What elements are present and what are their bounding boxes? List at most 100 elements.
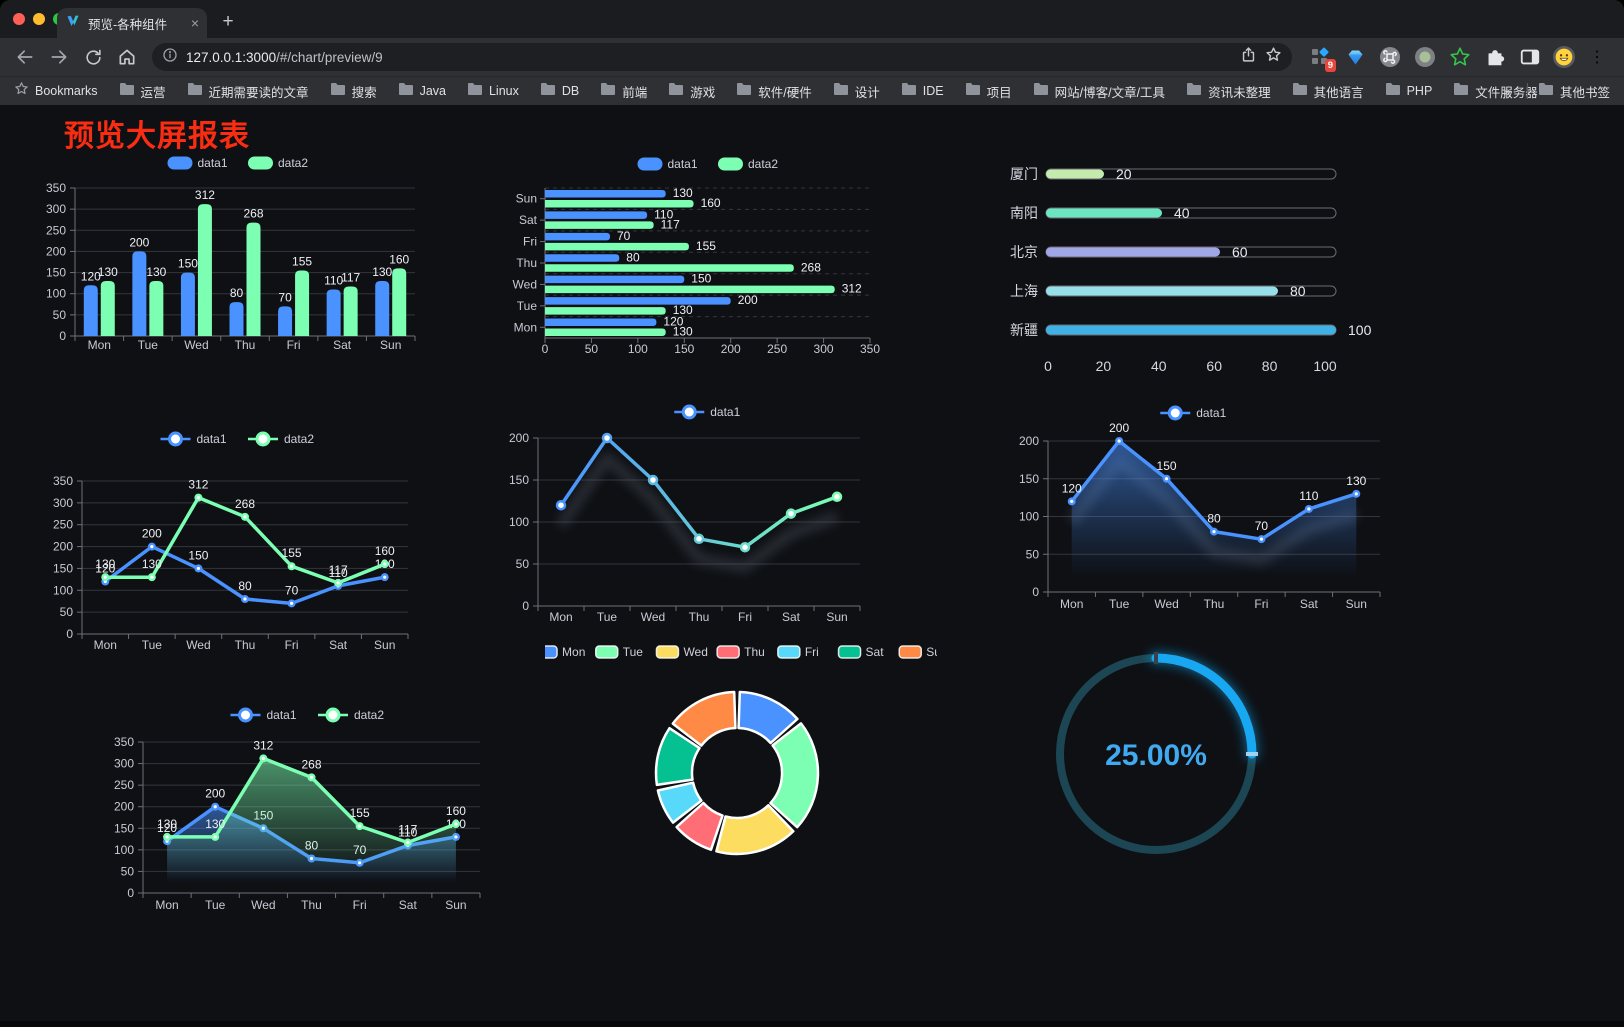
svg-text:0: 0 (59, 329, 66, 343)
folder-icon (736, 82, 752, 101)
bookmark-folder[interactable]: 文件服务器 (1453, 82, 1538, 101)
svg-text:70: 70 (285, 583, 299, 597)
progress-bar-chart[interactable]: 厦门 20 南阳 40 北京 60 上海 80 新疆 100 0 20 40 60 80 100 (990, 148, 1390, 393)
svg-text:Wed: Wed (683, 645, 707, 659)
svg-text:155: 155 (292, 254, 312, 268)
bookmarks-root[interactable]: Bookmarks (14, 81, 98, 101)
svg-text:40: 40 (1174, 205, 1190, 221)
site-info-icon[interactable] (162, 47, 178, 68)
svg-text:25.00%: 25.00% (1105, 739, 1207, 772)
url-path: /#/chart/preview/9 (276, 49, 383, 65)
close-window-button[interactable] (13, 13, 25, 25)
svg-text:120: 120 (95, 562, 115, 576)
bookmark-folder[interactable]: IDE (901, 82, 944, 101)
bookmark-star-icon[interactable] (1265, 46, 1282, 68)
svg-text:150: 150 (509, 473, 529, 487)
svg-text:60: 60 (1232, 244, 1248, 260)
area-line-chart[interactable]: 0 50 100 150 200 Mon Tue Wed Thu Fri Sat Sun 120 200 1… (1000, 395, 1392, 615)
bookmark-folder[interactable]: 设计 (833, 82, 880, 101)
tab-close-icon[interactable]: × (190, 15, 199, 31)
extension-grid-icon[interactable]: 9 (1308, 45, 1336, 72)
extension-record-icon[interactable] (1413, 45, 1437, 69)
bookmark-folder[interactable]: 前端 (600, 82, 647, 101)
svg-text:100: 100 (53, 583, 73, 597)
svg-text:Fri: Fri (285, 638, 299, 652)
donut-chart[interactable]: Mon Tue Wed Thu Fri Sat Sun (534, 635, 948, 885)
back-button[interactable] (10, 42, 40, 72)
sidebar-panel-icon[interactable] (1518, 45, 1542, 69)
share-icon[interactable] (1240, 46, 1257, 68)
url-text[interactable]: 127.0.0.1:3000/#/chart/preview/9 (186, 50, 383, 65)
svg-text:160: 160 (446, 804, 466, 818)
svg-text:Thu: Thu (516, 256, 537, 270)
bookmark-folder[interactable]: 软件/硬件 (736, 82, 812, 101)
tab-title: 预览-各种组件 (88, 17, 168, 32)
svg-text:130: 130 (673, 186, 693, 200)
svg-text:data1: data1 (197, 432, 227, 446)
bookmark-folder[interactable]: DB (540, 82, 579, 101)
gradient-line-chart[interactable]: 0 50 100 150 200 Mon Tue Wed Thu Fri Sat Sun data1 (500, 395, 920, 630)
svg-text:150: 150 (1157, 459, 1177, 473)
svg-text:50: 50 (121, 864, 135, 878)
dual-area-chart[interactable]: 0 50 100 150 200 250 300 350 Mon Tue Wed Thu Fri Sat S… (95, 665, 525, 920)
other-bookmarks-folder[interactable]: 其他书签 (1538, 82, 1610, 101)
bookmark-folder[interactable]: 近期需要读的文章 (187, 82, 309, 101)
dual-line-chart[interactable]: 0 50 100 150 200 250 300 350 Mon Tue Wed Thu Fri Sat S… (30, 425, 450, 660)
extension-star-icon[interactable] (1448, 45, 1472, 69)
svg-text:70: 70 (278, 290, 292, 304)
svg-text:150: 150 (674, 342, 694, 356)
folder-icon (1453, 82, 1469, 101)
bookmarks-overflow-button[interactable]: » (1503, 83, 1511, 99)
svg-text:130: 130 (98, 265, 118, 279)
new-tab-button[interactable]: + (222, 11, 234, 32)
svg-text:350: 350 (114, 735, 134, 749)
svg-text:data1: data1 (267, 708, 297, 722)
folder-icon (467, 82, 483, 101)
svg-text:100: 100 (628, 342, 648, 356)
bookmark-folder[interactable]: PHP (1385, 82, 1432, 101)
bookmark-folder[interactable]: 网站/博客/文章/工具 (1033, 82, 1165, 101)
address-bar[interactable]: 127.0.0.1:3000/#/chart/preview/9 (152, 43, 1292, 71)
home-button[interactable] (112, 42, 142, 72)
folder-icon (1033, 82, 1049, 101)
folder-icon (187, 82, 203, 101)
svg-text:Thu: Thu (235, 338, 256, 352)
svg-text:110: 110 (329, 566, 348, 580)
svg-text:250: 250 (46, 223, 66, 237)
reload-button[interactable] (78, 42, 108, 72)
svg-text:130: 130 (95, 557, 115, 571)
bookmark-folder[interactable]: Linux (467, 82, 519, 101)
horizontal-bar-chart[interactable]: 0 50 100 150 200 250 300 350 Sun 130 160 Sat 110 117 F… (500, 148, 920, 368)
extension-command-icon[interactable] (1378, 45, 1402, 69)
bookmark-folder[interactable]: 项目 (965, 82, 1012, 101)
grouped-bar-chart[interactable]: 0 50 100 150 200 250 300 350 Mon Tue Wed Thu Fri Sat S… (30, 148, 450, 363)
puzzle-extensions-icon[interactable] (1483, 45, 1507, 69)
svg-text:200: 200 (53, 540, 73, 554)
bookmark-folder[interactable]: 运营 (119, 82, 166, 101)
svg-text:data1: data1 (710, 405, 740, 419)
svg-text:50: 50 (516, 557, 530, 571)
folder-icon (1538, 82, 1554, 101)
minimize-window-button[interactable] (33, 13, 45, 25)
bookmark-folder[interactable]: 其他语言 (1292, 82, 1364, 101)
bookmark-folder[interactable]: 资讯未整理 (1186, 82, 1271, 101)
svg-text:Tue: Tue (517, 299, 538, 313)
svg-text:200: 200 (205, 787, 225, 801)
svg-text:Mon: Mon (88, 338, 111, 352)
menu-kebab-icon[interactable]: ⋮ (1589, 49, 1605, 66)
svg-text:Fri: Fri (523, 235, 537, 249)
forward-button[interactable] (44, 42, 74, 72)
svg-text:160: 160 (701, 196, 721, 210)
svg-text:70: 70 (617, 229, 631, 243)
gauge-chart[interactable]: 25.00% (1040, 633, 1280, 878)
svg-text:268: 268 (801, 260, 821, 274)
bookmark-folder[interactable]: 游戏 (668, 82, 715, 101)
svg-text:300: 300 (114, 757, 134, 771)
browser-tab[interactable]: 预览-各种组件 × (57, 8, 207, 38)
other-bookmarks-label: 其他书签 (1559, 85, 1610, 100)
bookmark-folder[interactable]: 搜索 (330, 82, 377, 101)
profile-avatar[interactable] (1553, 46, 1575, 68)
bookmark-folder[interactable]: Java (398, 82, 446, 101)
extension-gem-icon[interactable] (1343, 45, 1367, 69)
